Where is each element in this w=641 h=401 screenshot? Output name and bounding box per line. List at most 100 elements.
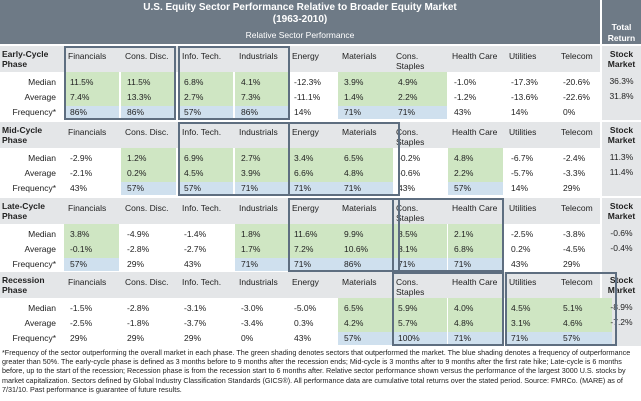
value-cell: 14%: [294, 107, 312, 117]
column-header: Cons. Staples: [396, 203, 425, 223]
outperform-shade: [288, 224, 343, 258]
phase-name: Early-Cycle Phase: [2, 49, 49, 69]
frequency-shade: [392, 332, 447, 345]
leading-sectors-box: [288, 198, 400, 272]
frequency-shade: [338, 258, 393, 271]
value-cell: -2.8%: [127, 244, 150, 254]
value-cell: -4.5%: [563, 244, 586, 254]
phase-band: [0, 198, 600, 224]
value-cell: 14%: [511, 183, 529, 193]
value-cell: 71%: [454, 259, 472, 269]
value-cell: 13.3%: [127, 92, 152, 102]
value-cell: 6.6%: [294, 168, 314, 178]
value-cell: 71%: [241, 183, 259, 193]
value-cell: 3.1%: [511, 318, 531, 328]
outperform-shade: [178, 148, 233, 182]
column-header: Telecom: [561, 51, 593, 61]
outperform-shade: [448, 224, 503, 258]
column-header: Cons. Staples: [396, 277, 425, 297]
value-cell: 0%: [563, 107, 576, 117]
chart-title: U.S. Equity Sector Performance Relative …: [143, 2, 457, 13]
total-median: -8.9%: [610, 302, 633, 312]
column-header: Utilities: [509, 203, 537, 213]
total-band: [602, 198, 641, 272]
frequency-shade: [448, 332, 503, 345]
value-cell: -2.5%: [70, 318, 93, 328]
value-cell: -3.7%: [184, 318, 207, 328]
value-cell: 6.5%: [344, 153, 364, 163]
frequency-shade: [235, 106, 290, 119]
row-label: Average: [24, 168, 56, 178]
column-header: Materials: [342, 127, 377, 137]
value-cell: 0.2%: [511, 244, 531, 254]
value-cell: 5.9%: [398, 303, 418, 313]
column-header: Materials: [342, 51, 377, 61]
column-header: Cons. Disc.: [125, 127, 169, 137]
column-header: Financials: [68, 127, 107, 137]
value-cell: -0.6%: [398, 168, 421, 178]
value-cell: 71%: [398, 107, 416, 117]
frequency-shade: [121, 182, 176, 195]
value-cell: 0%: [241, 333, 254, 343]
value-cell: 11.6%: [294, 229, 318, 239]
column-header: Cons. Disc.: [125, 51, 169, 61]
value-cell: -1.4%: [184, 229, 207, 239]
frequency-shade: [338, 106, 393, 119]
title-header: U.S. Equity Sector Performance Relative …: [0, 0, 600, 44]
outperform-shade: [392, 224, 447, 258]
outperform-shade: [338, 148, 393, 182]
column-header: Materials: [342, 277, 377, 287]
outperform-shade: [448, 148, 503, 182]
total-median: 36.3%: [609, 76, 634, 86]
value-cell: 1.8%: [241, 229, 261, 239]
total-average: 11.4%: [609, 167, 634, 177]
stock-market-label: Stock Market: [607, 49, 636, 69]
value-cell: -3.8%: [563, 229, 586, 239]
value-cell: 43%: [511, 259, 529, 269]
column-header: Info. Tech.: [182, 127, 222, 137]
value-cell: 1.2%: [127, 153, 147, 163]
value-cell: 57%: [454, 183, 472, 193]
stock-market-label: Stock Market: [607, 125, 636, 145]
column-header: Cons. Disc.: [125, 203, 169, 213]
column-header: Info. Tech.: [182, 203, 222, 213]
value-cell: -3.0%: [241, 303, 264, 313]
value-cell: 11.5%: [70, 77, 94, 87]
value-cell: 8.5%: [398, 229, 418, 239]
value-cell: 57%: [184, 107, 202, 117]
phase-name: Mid-Cycle Phase: [2, 125, 43, 145]
value-cell: 29%: [127, 259, 145, 269]
value-cell: -5.7%: [511, 168, 534, 178]
value-cell: 6.5%: [344, 303, 364, 313]
value-cell: 43%: [398, 183, 416, 193]
column-header: Industrials: [239, 127, 278, 137]
outperform-shade: [448, 298, 503, 332]
column-header: Financials: [68, 277, 107, 287]
row-label: Median: [28, 77, 56, 87]
frequency-shade: [557, 332, 612, 345]
value-cell: 57%: [563, 333, 581, 343]
column-header: Info. Tech.: [182, 277, 222, 287]
value-cell: 57%: [184, 183, 202, 193]
outperform-shade: [392, 298, 447, 332]
outperform-shade: [64, 72, 119, 106]
value-cell: 43%: [184, 259, 202, 269]
value-cell: 1.7%: [241, 244, 261, 254]
value-cell: 29%: [563, 183, 581, 193]
column-header: Materials: [342, 203, 377, 213]
column-header: Industrials: [239, 277, 278, 287]
value-cell: 7.4%: [70, 92, 90, 102]
total-band: [602, 46, 641, 120]
outperform-shade: [235, 224, 290, 258]
column-header: Cons. Staples: [396, 127, 425, 147]
value-cell: 71%: [294, 259, 312, 269]
frequency-shade: [338, 182, 393, 195]
outperform-shade: [288, 148, 343, 182]
outperform-shade: [505, 298, 560, 332]
value-cell: 11.5%: [127, 77, 151, 87]
value-cell: 86%: [70, 107, 88, 117]
value-cell: 86%: [127, 107, 145, 117]
value-cell: -2.9%: [70, 153, 93, 163]
value-cell: 86%: [241, 107, 259, 117]
value-cell: -11.1%: [294, 92, 321, 102]
